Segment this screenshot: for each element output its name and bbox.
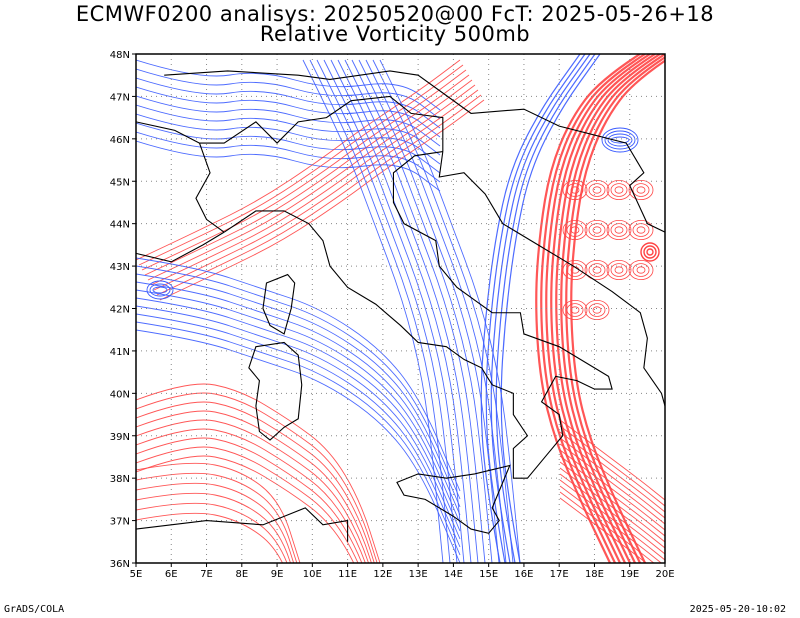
lat-tick-label: 48N [110, 50, 130, 61]
lon-tick-label: 17E [550, 569, 569, 580]
lon-tick-label: 13E [409, 569, 428, 580]
axis-ticks: 5E 6E 7E 8E 9E 10E 11E 12E 13E 14E 15E 16E 17E 18E 19E… [110, 50, 675, 580]
lon-tick-label: 18E [585, 569, 604, 580]
title-line-1: ECMWF0200 analisys: 20250520@00 FcT: 202… [75, 2, 715, 26]
lon-tick-label: 12E [373, 569, 392, 580]
lat-tick-label: 41N [110, 347, 130, 358]
lon-tick-label: 14E [444, 569, 463, 580]
lat-tick-label: 42N [110, 305, 130, 316]
lon-tick-label: 5E [130, 569, 143, 580]
lat-tick-label: 45N [110, 177, 130, 188]
lat-tick-label: 37N [110, 517, 130, 528]
lat-tick-label: 39N [110, 432, 130, 443]
lon-tick-label: 16E [514, 569, 533, 580]
lat-tick-label: 36N [110, 559, 130, 570]
lat-tick-label: 44N [110, 220, 130, 231]
lon-tick-label: 20E [655, 569, 674, 580]
lon-tick-label: 6E [165, 569, 178, 580]
title-line-2: Relative Vorticity 500mb [259, 22, 531, 46]
lon-tick-label: 10E [303, 569, 322, 580]
footer-software-label: GrADS/COLA [4, 604, 65, 615]
lat-tick-label: 40N [110, 389, 130, 400]
lat-tick-label: 38N [110, 474, 130, 485]
lat-lon-grid [136, 54, 665, 563]
coastlines [136, 70, 665, 542]
lon-tick-label: 7E [200, 569, 213, 580]
lon-tick-label: 9E [271, 569, 284, 580]
lat-tick-label: 46N [110, 135, 130, 146]
lat-tick-label: 47N [110, 92, 130, 103]
lon-tick-label: 8E [235, 569, 248, 580]
lon-tick-label: 19E [620, 569, 639, 580]
lon-tick-label: 11E [338, 569, 357, 580]
lon-tick-label: 15E [479, 569, 498, 580]
lat-tick-label: 43N [110, 262, 130, 273]
footer-timestamp: 2025-05-20-10:02 [689, 604, 786, 615]
